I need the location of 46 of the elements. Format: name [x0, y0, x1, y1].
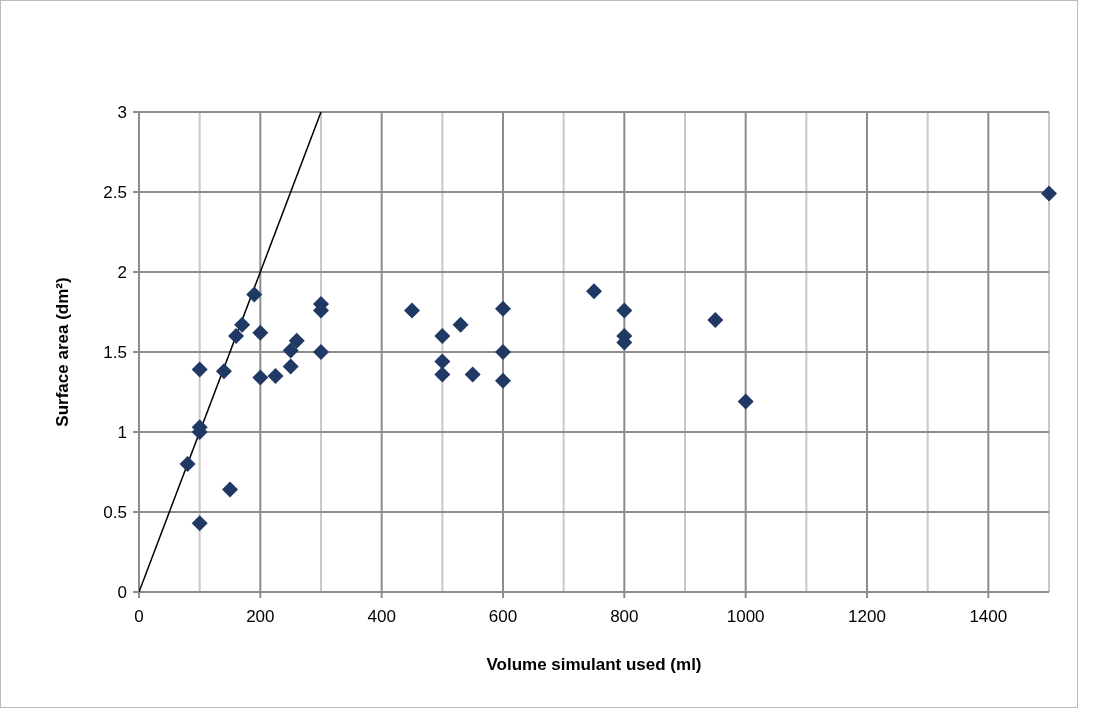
- point: [1041, 185, 1057, 202]
- x-tick-label: 200: [246, 607, 275, 626]
- point: [495, 300, 511, 317]
- point: [234, 316, 251, 333]
- x-axis-title: Volume simulant used (ml): [486, 655, 702, 674]
- y-tick-label: 2: [117, 262, 127, 282]
- point: [288, 332, 305, 349]
- point: [586, 283, 602, 300]
- point: [313, 344, 329, 360]
- y-tick-label: 0.5: [103, 502, 127, 522]
- point: [215, 363, 232, 380]
- point: [464, 366, 481, 383]
- x-tick-label: 600: [488, 607, 518, 626]
- point: [267, 368, 284, 384]
- point: [616, 302, 633, 319]
- y-tick-label: 2.5: [103, 182, 127, 202]
- point: [495, 344, 511, 360]
- y-tick-label: 3: [117, 102, 127, 122]
- point: [282, 342, 299, 359]
- point: [252, 324, 269, 341]
- point: [707, 312, 724, 328]
- point: [737, 393, 754, 410]
- y-tick-label: 0: [117, 582, 127, 602]
- x-tick-label: 800: [610, 607, 639, 626]
- point: [434, 366, 451, 383]
- point: [222, 481, 238, 498]
- point: [495, 372, 511, 389]
- point: [228, 328, 245, 344]
- point: [252, 369, 269, 386]
- point: [404, 302, 420, 319]
- point: [179, 456, 196, 472]
- y-tick-label: 1.5: [103, 342, 127, 362]
- y-axis-title: Surface area (dm²): [53, 277, 72, 427]
- x-tick-label: 1000: [726, 607, 765, 626]
- point: [282, 358, 299, 375]
- point: [434, 328, 451, 344]
- x-tick-label: 1200: [848, 607, 886, 626]
- y-tick-label: 1: [117, 422, 127, 442]
- x-tick-label: 0: [134, 607, 144, 626]
- point: [191, 515, 208, 532]
- point: [452, 316, 469, 333]
- point: [191, 361, 208, 378]
- point: [246, 286, 263, 303]
- x-tick-label: 400: [367, 607, 396, 626]
- x-tick-label: 1400: [969, 607, 1008, 626]
- point: [434, 353, 451, 370]
